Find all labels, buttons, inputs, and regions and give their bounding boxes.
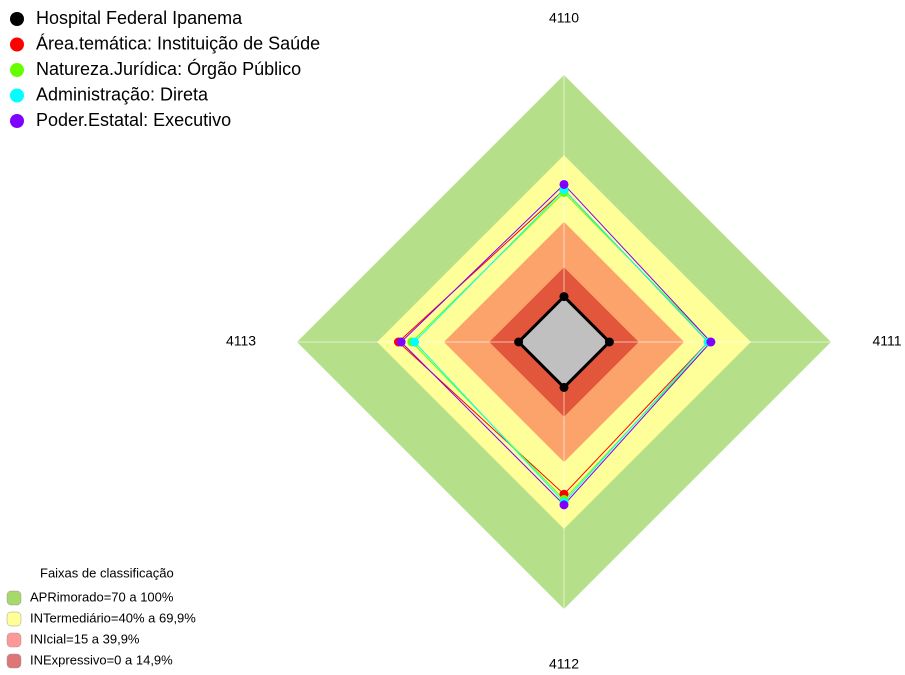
point (514, 337, 524, 347)
category-label: 4111 (872, 333, 901, 349)
legend-label: Hospital Federal Ipanema (36, 8, 243, 28)
legend-marker (10, 114, 24, 128)
band-legend-label: INExpressivo=0 a 14,9% (30, 652, 173, 667)
point (396, 337, 406, 347)
band-legend-marker (6, 590, 22, 606)
category-label: 4110 (549, 10, 579, 26)
point (409, 337, 419, 347)
legend-marker (10, 63, 24, 77)
band-legend-label: INTermediário=40% a 69,9% (30, 610, 196, 625)
band-legend-label: APRimorado=70 a 100% (30, 589, 174, 604)
legend-marker (10, 12, 24, 26)
legend-label: Natureza.Jurídica: Órgão Público (36, 58, 301, 79)
category-label: 4113 (226, 333, 256, 349)
band-legend-marker (6, 611, 22, 627)
bands-title: Faixas de classificação (40, 565, 174, 580)
legend-label: Administração: Direta (36, 84, 209, 104)
legend-marker (10, 88, 24, 103)
point (559, 292, 569, 302)
legend-marker (10, 37, 24, 52)
band-legend-label: INIcial=15 a 39,9% (30, 631, 140, 646)
point (559, 179, 569, 189)
legend-label: Poder.Estatal: Executivo (36, 110, 231, 130)
point (559, 382, 569, 392)
point (604, 337, 614, 347)
band-legend-marker (6, 653, 22, 669)
point (559, 500, 569, 510)
point (706, 337, 716, 347)
legend-label: Área.temática: Instituição de Saúde (36, 33, 320, 53)
band-legend-marker (6, 632, 22, 648)
category-label: 4112 (549, 656, 579, 672)
